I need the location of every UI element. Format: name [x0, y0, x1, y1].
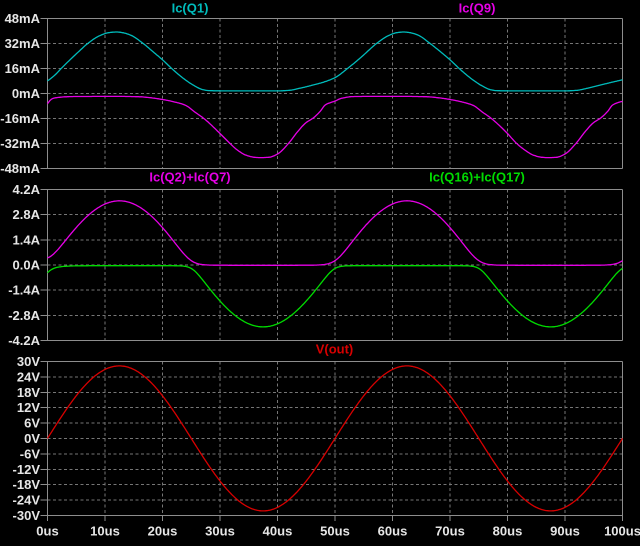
svg-text:60us: 60us	[378, 524, 408, 539]
svg-text:32mA: 32mA	[5, 36, 41, 51]
svg-text:90us: 90us	[550, 524, 580, 539]
svg-text:-32mA: -32mA	[0, 136, 40, 151]
svg-text:-24V: -24V	[13, 493, 41, 508]
svg-text:Ic(Q1): Ic(Q1)	[172, 1, 209, 16]
svg-text:Ic(Q16)+Ic(Q17): Ic(Q16)+Ic(Q17)	[429, 170, 525, 185]
svg-text:Ic(Q9): Ic(Q9)	[459, 1, 496, 16]
svg-text:12V: 12V	[17, 400, 40, 415]
svg-text:30us: 30us	[205, 524, 235, 539]
svg-text:2.8A: 2.8A	[13, 207, 41, 222]
svg-text:0.0A: 0.0A	[13, 258, 41, 273]
svg-text:-16mA: -16mA	[0, 111, 40, 126]
svg-text:-6V: -6V	[20, 446, 41, 461]
svg-text:18V: 18V	[17, 385, 40, 400]
svg-text:4.2A: 4.2A	[13, 182, 41, 197]
svg-text:0mA: 0mA	[12, 86, 41, 101]
svg-text:70us: 70us	[435, 524, 465, 539]
svg-text:30V: 30V	[17, 354, 40, 369]
svg-text:80us: 80us	[493, 524, 523, 539]
svg-text:-30V: -30V	[13, 508, 41, 523]
svg-text:0us: 0us	[36, 524, 58, 539]
svg-text:40us: 40us	[263, 524, 293, 539]
svg-text:10us: 10us	[90, 524, 120, 539]
svg-text:-18V: -18V	[13, 477, 41, 492]
svg-text:0V: 0V	[24, 431, 40, 446]
svg-text:6V: 6V	[24, 416, 40, 431]
svg-text:-48mA: -48mA	[0, 161, 40, 176]
svg-text:Ic(Q2)+Ic(Q7): Ic(Q2)+Ic(Q7)	[149, 170, 230, 185]
svg-text:24V: 24V	[17, 369, 40, 384]
svg-text:-4.2A: -4.2A	[8, 333, 40, 348]
svg-text:-12V: -12V	[13, 462, 41, 477]
svg-text:100us: 100us	[604, 524, 640, 539]
svg-text:1.4A: 1.4A	[13, 232, 41, 247]
svg-text:20us: 20us	[148, 524, 178, 539]
svg-text:16mA: 16mA	[5, 61, 41, 76]
svg-text:-2.8A: -2.8A	[8, 308, 40, 323]
svg-text:48mA: 48mA	[5, 11, 41, 26]
svg-text:V(out): V(out)	[316, 342, 354, 357]
svg-text:50us: 50us	[320, 524, 350, 539]
svg-text:-1.4A: -1.4A	[8, 283, 40, 298]
